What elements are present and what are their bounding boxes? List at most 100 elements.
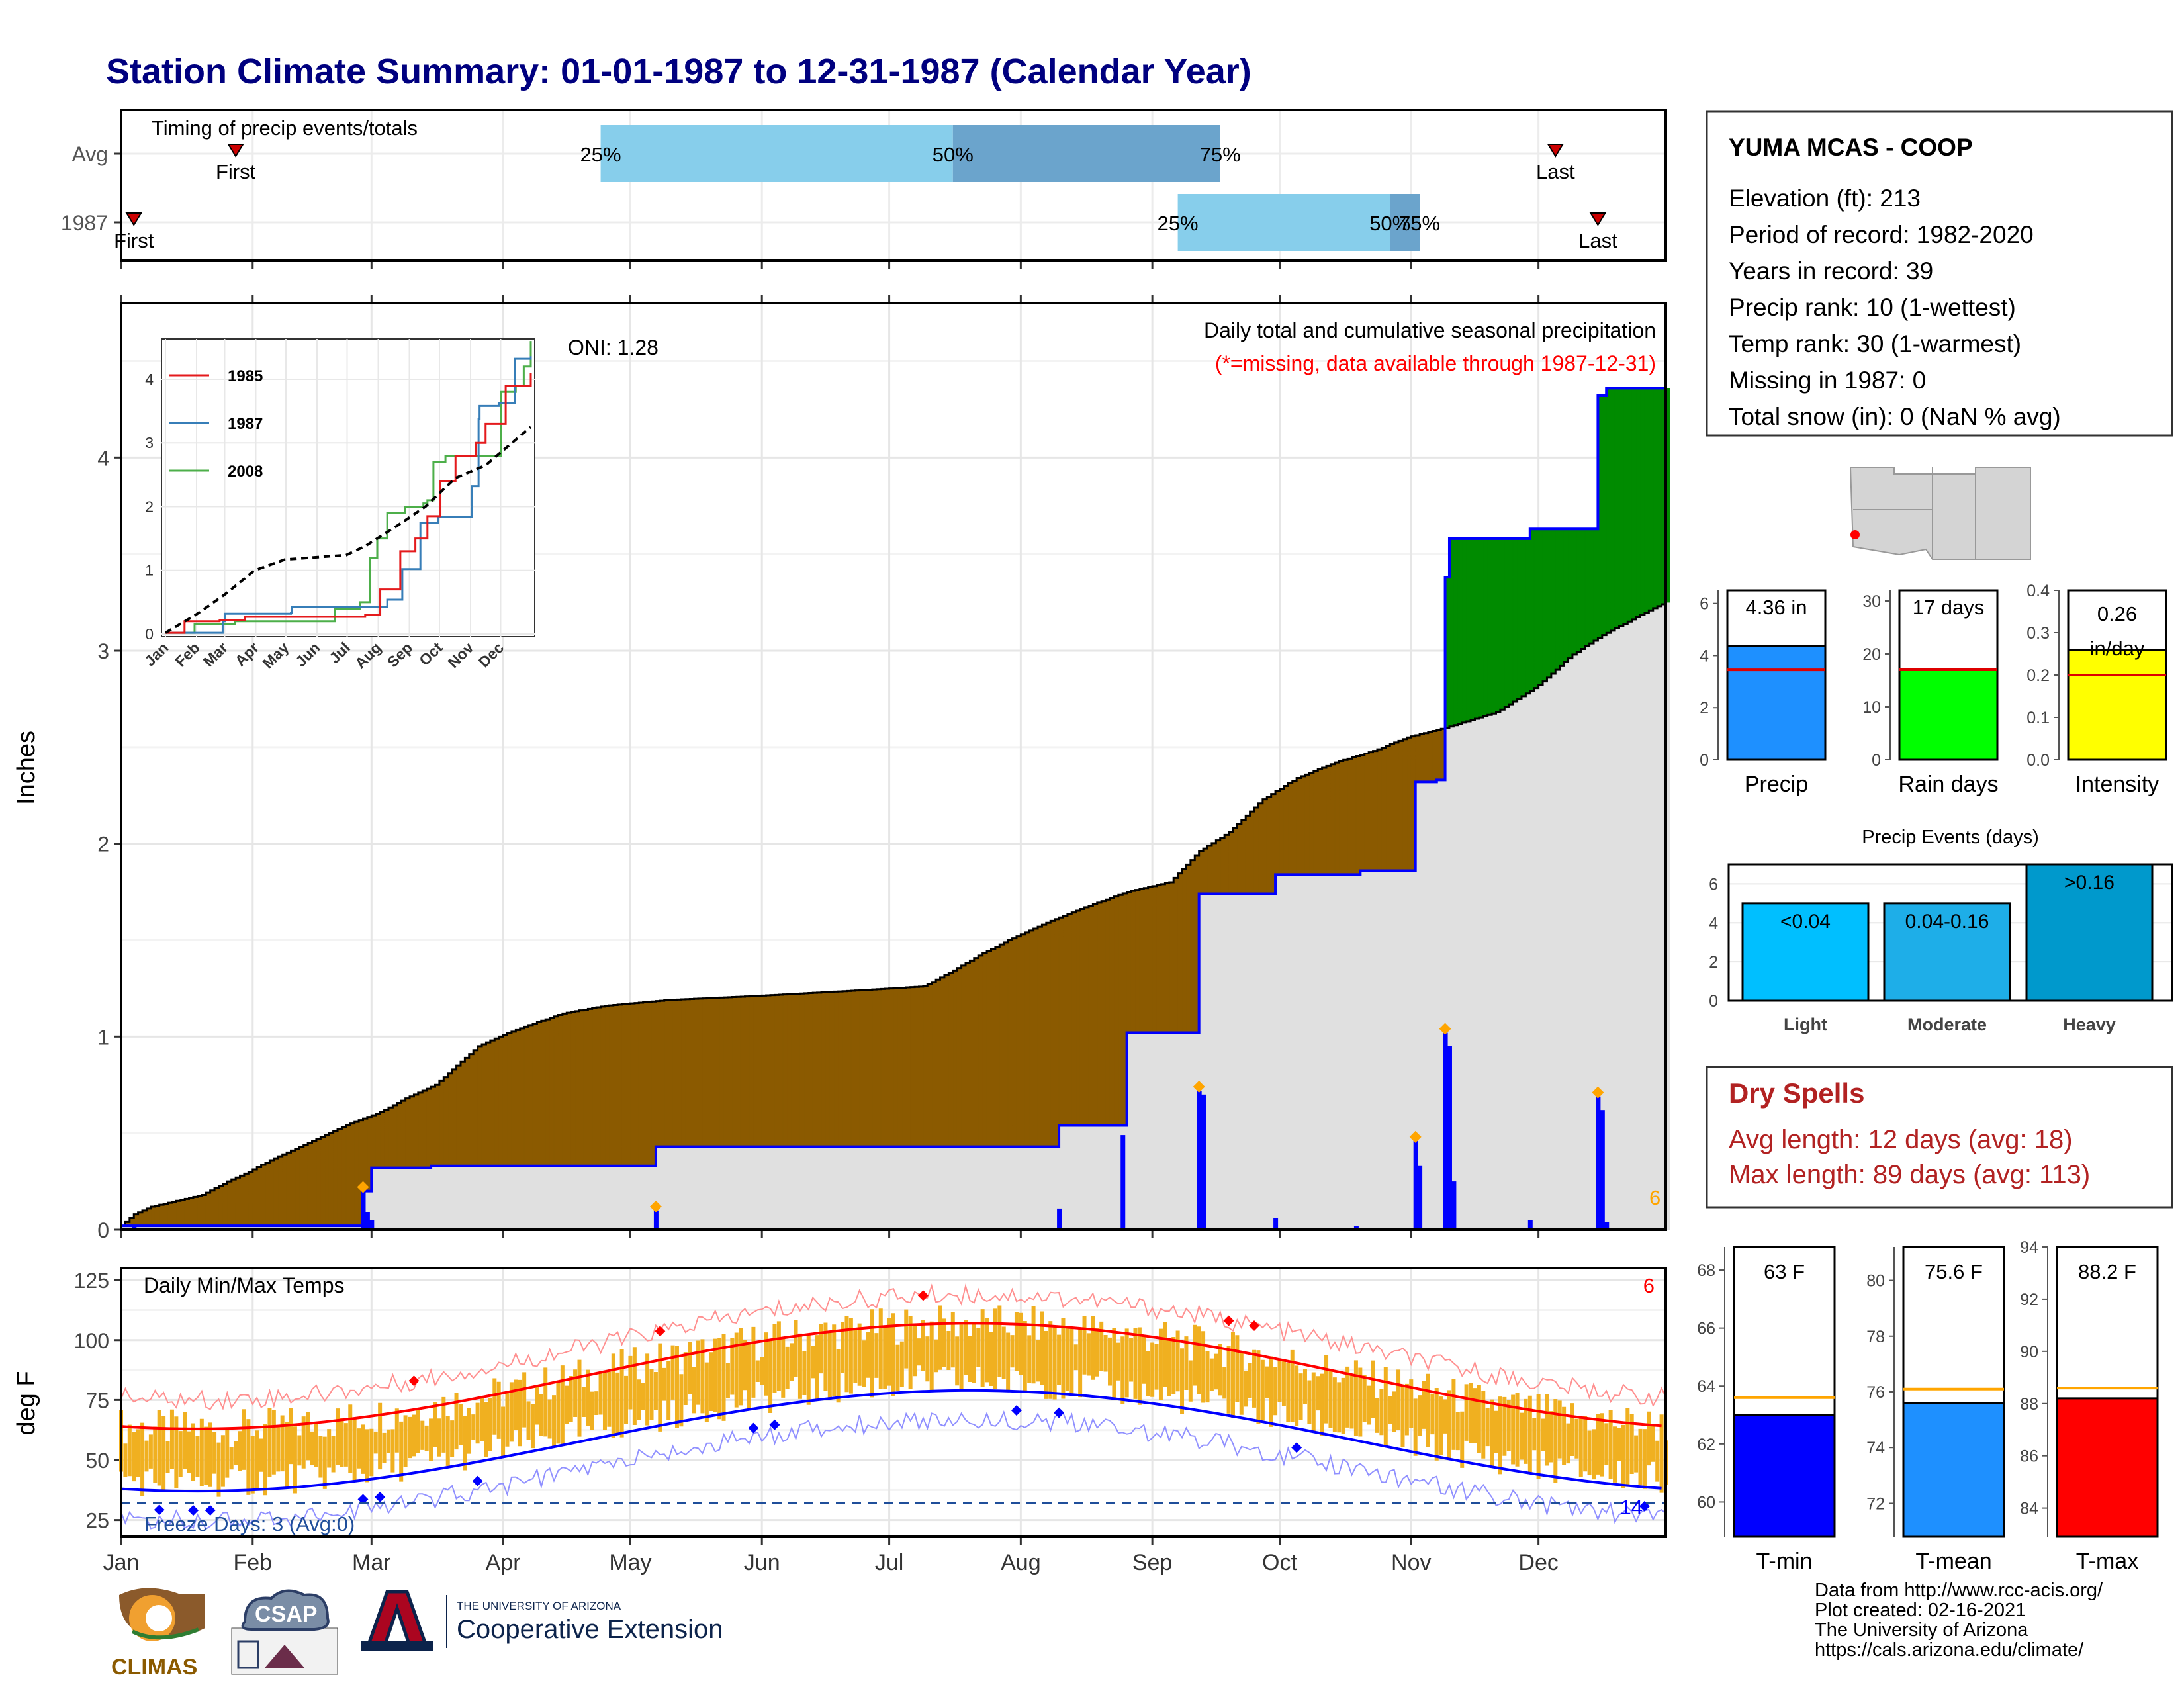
temp-card-ytick-label: 76 <box>1866 1383 1885 1402</box>
temp-record-max-line <box>120 1283 1666 1410</box>
temp-avg-max-line <box>120 1322 1662 1430</box>
precip-daily-bar <box>1418 1165 1423 1230</box>
month-label: Jan <box>103 1550 140 1575</box>
precip-count-label: 6 <box>1649 1186 1661 1209</box>
freeze-days-label: Freeze Days: 3 (Avg:0) <box>144 1512 355 1535</box>
temp-card-ytick-label: 88 <box>2020 1395 2038 1414</box>
card-ytick-label: 0.1 <box>2026 709 2050 727</box>
station-location-marker <box>1850 530 1860 539</box>
inset-ytick-label: 1 <box>145 562 154 579</box>
timing-q25-label: 25% <box>1158 212 1199 235</box>
dry-spells-title: Dry Spells <box>1729 1077 1864 1109</box>
intensity-xlabel: Intensity <box>2075 772 2160 797</box>
month-label: Sep <box>1132 1550 1173 1575</box>
precip-bar <box>1726 645 1827 761</box>
tmean-bar <box>1902 1402 2005 1538</box>
inset-series-1987 <box>165 356 532 634</box>
precip-daily-bar <box>653 1210 659 1230</box>
precip-daily-bar <box>361 1191 366 1230</box>
timing-bar-q25-q50 <box>1177 194 1390 251</box>
events-plot-border <box>1727 863 2173 1002</box>
station-info-line: Total snow (in): 0 (NaN % avg) <box>1729 403 2061 430</box>
precip-border <box>120 302 1667 1231</box>
card-ytick-label: 2 <box>1700 699 1709 717</box>
precip-daily-bar <box>132 1226 137 1230</box>
temp-record-low-marker <box>1011 1405 1022 1416</box>
inset-ytick-label: 2 <box>145 498 154 515</box>
precip-daily-bar <box>1413 1140 1418 1230</box>
raindays-xlabel: Rain days <box>1898 772 1998 797</box>
events-ytick-label: 2 <box>1709 953 1718 972</box>
station-info-line: Period of record: 1982-2020 <box>1729 221 2034 248</box>
temp-record-low-marker <box>1054 1407 1065 1418</box>
tmin-bar <box>1733 1414 1836 1538</box>
temp-panel: 25 50 75 100 125 Jan Feb Mar Apr May Jun Jul Aug Sep O… <box>13 1267 1668 1575</box>
dry-spells-avg: Avg length: 12 days (avg: 18) <box>1729 1125 2073 1154</box>
credit-plot-created: Plot created: 02-16-2021 <box>1815 1600 2026 1621</box>
temp-card-ytick-label: 64 <box>1697 1377 1715 1396</box>
credit-data-source: Data from http://www.rcc-acis.org/ <box>1815 1580 2103 1601</box>
temp-ytick-label: 75 <box>85 1389 109 1412</box>
precip-missing-note: (*=missing, data available through 1987-… <box>1215 351 1656 375</box>
precip-daily-bar <box>1353 1226 1359 1230</box>
timing-bar-q50-q75 <box>952 125 1220 182</box>
card-ytick-label: 10 <box>1862 698 1881 717</box>
station-info-line: Precip rank: 10 (1-wettest) <box>1729 294 2016 321</box>
raindays-value-label: 17 days <box>1913 596 1985 619</box>
intensity-value-unit: in/day <box>2090 637 2145 660</box>
temp-ytick-label: 125 <box>74 1269 109 1293</box>
events-bar <box>1741 902 1870 1002</box>
timing-q75-label: 75% <box>1399 212 1440 235</box>
tmax-xlabel: T-max <box>2076 1549 2138 1574</box>
locator-map <box>1843 461 2032 563</box>
precip-daily-marker <box>649 1200 662 1212</box>
month-label: Jun <box>744 1550 780 1575</box>
temp-card-ytick-label: 68 <box>1697 1261 1715 1280</box>
timing-row-label: 1987 <box>61 211 108 235</box>
precip-panel: 0 1 2 3 4 6 Daily total and cumulative seasona… <box>13 295 1670 1242</box>
events-bar-label: Light <box>1784 1015 1827 1034</box>
temp-record-low-marker <box>154 1504 165 1516</box>
southwest-states-shape <box>1849 467 2031 560</box>
university-of-arizona-logo: THE UNIVERSITY OF ARIZONA Cooperative Ex… <box>361 1590 723 1651</box>
precip-ytick-label: 0 <box>97 1218 109 1242</box>
card-ytick-label: 0 <box>1700 751 1709 770</box>
temp-card-ytick-label: 72 <box>1866 1494 1885 1513</box>
temp-record-low-marker <box>357 1494 369 1505</box>
temp-record-low-marker <box>472 1475 483 1486</box>
card-ytick-label: 0 <box>1872 751 1881 770</box>
precip-ytick-label: 2 <box>97 833 109 856</box>
tmean-xlabel: T-mean <box>1915 1549 1991 1574</box>
station-info-line: Elevation (ft): 213 <box>1729 185 1921 212</box>
temp-record-low-marker <box>769 1419 780 1430</box>
temp-ylabel: deg F <box>13 1371 40 1435</box>
tmin-value-label: 63 F <box>1764 1260 1805 1283</box>
summary-bar-cards: 0 2 4 6 4.36 in Precip 0 10 20 30 17 days Rain days… <box>1700 582 2167 797</box>
temp-count-label: 6 <box>1643 1274 1655 1297</box>
precip-daily-bar <box>1057 1208 1062 1230</box>
card-ytick-label: 30 <box>1862 592 1881 611</box>
events-bar-inner-label: >0.16 <box>2064 872 2115 893</box>
svg-text:CLIMAS: CLIMAS <box>111 1655 197 1680</box>
month-label: Jul <box>875 1550 903 1575</box>
precip-daily-bar <box>1443 1032 1448 1230</box>
temp-avg-min-line <box>120 1389 1662 1493</box>
intensity-value-label: 0.26 <box>2097 602 2137 625</box>
timing-bar-q50-q75 <box>1390 194 1420 251</box>
tmin-xlabel: T-min <box>1756 1549 1813 1574</box>
dry-spells-box: Dry Spells Avg length: 12 days (avg: 18) M… <box>1706 1066 2173 1209</box>
temp-record-low-marker <box>188 1505 199 1516</box>
precip-daily-bar <box>1600 1110 1605 1230</box>
temp-card-ytick-label: 74 <box>1866 1439 1885 1457</box>
events-ytick-label: 4 <box>1709 914 1718 933</box>
precip-daily-bar <box>1604 1222 1610 1230</box>
credit-url: https://cals.arizona.edu/climate/ <box>1815 1639 2084 1661</box>
month-label: Aug <box>1001 1550 1041 1575</box>
precip-ytick-label: 1 <box>97 1025 109 1049</box>
intensity-bar <box>2067 649 2167 761</box>
raindays-bar <box>1898 668 1999 761</box>
precip-daily-bar <box>1447 1046 1452 1230</box>
oni-label: ONI: 1.28 <box>568 336 659 359</box>
inset-ytick-label: 3 <box>145 434 154 451</box>
